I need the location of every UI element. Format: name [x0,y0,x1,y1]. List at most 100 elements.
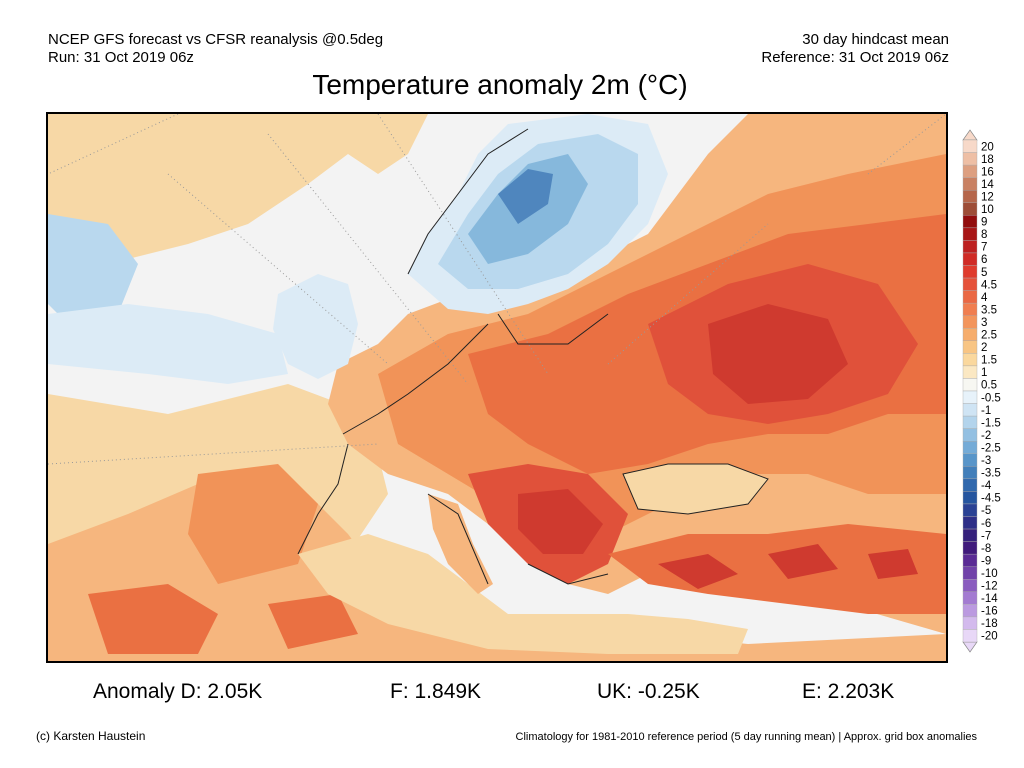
colorbar-swatch [962,466,978,480]
colorbar-label: -12 [981,581,998,593]
colorbar-top-arrow [962,129,978,141]
colorbar-label: -6 [981,518,991,530]
colorbar-swatch [962,553,978,567]
colorbar-swatch [962,629,978,643]
colorbar-swatch [962,290,978,304]
colorbar-label: 0.5 [981,380,997,392]
colorbar-label: 4.5 [981,279,997,291]
colorbar-swatch [962,441,978,454]
climatology-note: Climatology for 1981-2010 reference peri… [515,731,977,743]
colorbar-swatch [962,190,978,203]
colorbar-swatch [962,428,978,442]
italy-land [428,494,493,594]
colorbar-swatch [962,491,978,505]
iberia-warm [188,464,318,584]
colorbar-swatch [962,390,978,404]
colorbar-swatch [962,616,978,630]
colorbar-swatch [962,315,978,329]
reference-time: Reference: 31 Oct 2019 06z [761,49,949,66]
colorbar-label: -9 [981,555,991,567]
colorbar-swatch [962,503,978,517]
colorbar-label: -14 [981,593,998,605]
colorbar-swatch [962,340,978,354]
colorbar-label: 2.5 [981,330,997,342]
balkans-hot-core [518,489,603,554]
colorbar-swatch [962,302,978,316]
colorbar-label: 14 [981,179,994,191]
atlantic-warm-band [48,114,428,294]
colorbar-swatch [962,139,978,153]
colorbar-label: 16 [981,166,994,178]
colorbar-label: -4.5 [981,493,1001,505]
anomaly-e: E: 2.203K [802,680,895,703]
colorbar-label: -2.5 [981,442,1001,454]
anomaly-d: Anomaly D: 2.05K [93,680,263,703]
colorbar-label: 18 [981,154,994,166]
colorbar-label: 3 [981,317,987,329]
colorbar-swatch [962,265,978,279]
colorbar-swatch [962,579,978,593]
run-time: Run: 31 Oct 2019 06z [48,49,194,66]
colorbar: 20 18 16 14 12 10 9 8 7 6 5 4.5 4 3.5 3 2.5 2 1.5 1 0.5 -0.5… [960,128,1016,654]
anomaly-f: F: 1.849K [390,680,482,703]
colorbar-label: -16 [981,606,998,618]
header-right: 30 day hindcast mean Reference: 31 Oct 2… [761,31,949,67]
colorbar-label: 7 [981,242,987,254]
atlantic-cool-band [48,304,288,384]
colorbar-label: -1 [981,405,991,417]
colorbar-label: 9 [981,217,987,229]
colorbar-label: 4 [981,292,988,304]
header-left: NCEP GFS forecast vs CFSR reanalysis @0.… [48,31,383,67]
mediterranean-sea [298,534,748,654]
colorbar-label: 5 [981,267,987,279]
colorbar-label: 12 [981,191,994,203]
colorbar-swatch [962,277,978,291]
colorbar-swatch [962,353,978,367]
colorbar-swatch [962,516,978,530]
colorbar-label: 8 [981,229,987,241]
turkey-warm [608,524,946,614]
colorbar-swatch [962,541,978,555]
sahara-hot-patches [88,584,358,654]
colorbar-swatch [962,403,978,417]
colorbar-label: 20 [981,141,994,153]
colorbar-swatch [962,453,978,467]
colorbar-label: -18 [981,618,998,630]
colorbar-label: -20 [981,631,998,643]
colorbar-label: -3 [981,455,991,467]
colorbar-label: -4 [981,480,992,492]
colorbar-swatch [962,177,978,191]
colorbar-label: 6 [981,254,987,266]
colorbar-swatch [962,378,978,392]
colorbar-swatch [962,202,978,216]
colorbar-swatch [962,604,978,618]
atlantic-cool-west [48,214,138,324]
anomaly-stats: Anomaly D: 2.05K F: 1.849K UK: -0.25K E:… [0,680,1024,706]
colorbar-label: -8 [981,543,991,555]
colorbar-swatch [962,365,978,379]
volga-hot-core [708,304,848,404]
colorbar-label: -0.5 [981,392,1001,404]
colorbar-swatch [962,415,978,429]
colorbar-label: -5 [981,505,991,517]
colorbar-swatch [962,252,978,266]
colorbar-swatch [962,152,978,166]
colorbar-swatch [962,164,978,178]
colorbar-swatch [962,528,978,542]
colorbar-label: 1.5 [981,355,997,367]
colorbar-label: -2 [981,430,991,442]
colorbar-label: -10 [981,568,998,580]
colorbar-label: -3.5 [981,468,1001,480]
colorbar-swatch [962,215,978,229]
model-description: NCEP GFS forecast vs CFSR reanalysis @0.… [48,31,384,48]
colorbar-bottom-arrow [962,641,978,653]
black-sea [623,464,768,514]
averaging-period: 30 day hindcast mean [802,31,949,48]
coastline [297,128,769,585]
colorbar-label: 3.5 [981,304,997,316]
colorbar-swatch [962,328,978,342]
colorbar-swatch [962,478,978,492]
anomaly-map [46,112,948,663]
lapland-coldest [498,169,553,224]
map-title: Temperature anomaly 2m (°C) [312,69,688,100]
